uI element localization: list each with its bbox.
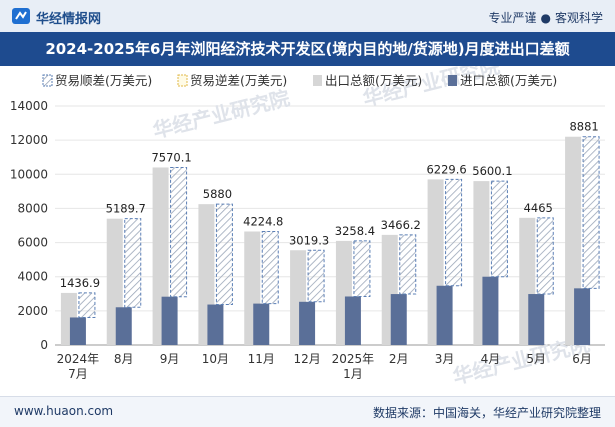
x-tick-label-1: 8月 <box>114 352 134 366</box>
footer-bar <box>0 397 615 427</box>
y-tick-label-4000: 4000 <box>17 270 48 284</box>
surplus-bar-10 <box>536 217 554 295</box>
surplus-data-label-8: 6229.6 <box>426 162 466 176</box>
brand-name: 华经情报网 <box>36 12 102 27</box>
x-tick-label-9: 4月 <box>481 352 501 366</box>
surplus-bar-2 <box>170 166 188 298</box>
y-tick-label-12000: 12000 <box>10 133 48 147</box>
x-tick-label-11: 6月 <box>572 352 592 366</box>
import-bar-7 <box>390 294 407 345</box>
import-bar-1 <box>115 307 132 345</box>
header-tags: 专业严谨 ● 客观科学 <box>488 9 603 26</box>
footer-divider <box>0 396 615 397</box>
x-tick-label-8: 3月 <box>435 352 455 366</box>
surplus-bar-0 <box>78 292 96 318</box>
surplus-data-label-10: 4465 <box>524 201 553 215</box>
import-bar-6 <box>344 296 361 345</box>
import-bar-8 <box>436 285 453 345</box>
top-bar: 华经情报网 专业严谨 ● 客观科学 <box>0 0 615 32</box>
surplus-bar-6 <box>353 240 371 297</box>
surplus-bar-8 <box>445 178 463 287</box>
x-tick-label-4: 11月 <box>248 352 275 366</box>
x-tick-label-5: 12月 <box>293 352 320 366</box>
import-bar-11 <box>574 288 591 345</box>
title-bar <box>0 32 615 66</box>
import-bar-5 <box>299 301 316 345</box>
y-tick-label-6000: 6000 <box>17 236 48 250</box>
legend-swatch-export <box>313 75 322 86</box>
import-bar-9 <box>482 276 499 345</box>
surplus-data-label-9: 5600.1 <box>472 164 512 178</box>
huajing-logo-icon <box>12 8 30 24</box>
import-bar-2 <box>161 296 178 345</box>
y-tick-label-14000: 14000 <box>10 99 48 113</box>
surplus-data-label-3: 5880 <box>203 187 232 201</box>
legend-label-import: 进口总额(万美元) <box>460 73 557 88</box>
x-tick-label-3: 10月 <box>202 352 229 366</box>
x-tick-label-6-line2: 1月 <box>343 367 363 381</box>
legend-swatch-surplus <box>42 74 53 87</box>
import-bar-4 <box>253 303 270 345</box>
legend-swatch-deficit <box>177 74 188 87</box>
surplus-bar-5 <box>307 249 325 303</box>
surplus-data-label-11: 8881 <box>569 120 598 134</box>
surplus-data-label-6: 3258.4 <box>335 224 375 238</box>
surplus-bar-1 <box>124 218 142 308</box>
x-tick-label-10: 5月 <box>526 352 546 366</box>
surplus-data-label-2: 7570.1 <box>151 150 191 164</box>
watermark-1: 华经产业研究院 <box>150 86 292 143</box>
surplus-data-label-5: 3019.3 <box>289 233 329 247</box>
data-source: 数据来源：中国海关，华经产业研究院整理 <box>372 406 601 420</box>
tag-professional: 专业严谨 <box>488 11 537 25</box>
legend-label-export: 出口总额(万美元) <box>325 73 422 88</box>
x-tick-label-6: 2025年 <box>332 352 375 366</box>
legend-label-deficit: 贸易逆差(万美元) <box>190 73 287 88</box>
surplus-bar-7 <box>399 234 417 295</box>
x-tick-label-0-line2: 7月 <box>68 367 88 381</box>
y-tick-label-10000: 10000 <box>10 167 48 181</box>
surplus-data-label-1: 5189.7 <box>106 202 146 216</box>
x-tick-label-7: 2月 <box>389 352 409 366</box>
x-tick-label-0: 2024年 <box>57 352 100 366</box>
y-tick-label-8000: 8000 <box>17 201 48 215</box>
tag-objective: 客观科学 <box>554 11 603 25</box>
surplus-bar-9 <box>490 180 508 278</box>
y-tick-label-0: 0 <box>40 338 48 352</box>
surplus-bar-3 <box>215 203 233 306</box>
import-bar-3 <box>207 304 224 345</box>
surplus-bar-4 <box>261 230 279 305</box>
surplus-data-label-7: 3466.2 <box>381 218 421 232</box>
x-tick-label-2: 9月 <box>160 352 180 366</box>
import-bar-10 <box>528 294 545 345</box>
surplus-data-label-0: 1436.9 <box>60 276 100 290</box>
website-url[interactable]: www.huaon.com <box>14 404 114 418</box>
chart-title: 2024-2025年6月年浏阳经济技术开发区(境内目的地/货源地)月度进出口差额 <box>45 40 570 58</box>
y-tick-label-2000: 2000 <box>17 304 48 318</box>
legend-swatch-import <box>448 75 457 86</box>
surplus-bar-11 <box>582 136 600 289</box>
legend-label-surplus: 贸易顺差(万美元) <box>55 73 152 88</box>
import-bar-0 <box>69 317 86 345</box>
tag-separator: ● <box>540 11 551 25</box>
surplus-data-label-4: 4224.8 <box>243 214 283 228</box>
